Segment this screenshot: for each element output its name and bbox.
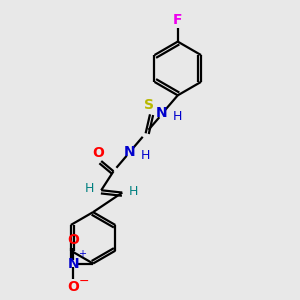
Text: H: H [141,149,150,162]
Text: H: H [129,184,138,198]
Text: H: H [173,110,182,123]
Text: H: H [85,182,94,195]
Text: N: N [68,256,79,271]
Text: −: − [79,275,89,288]
Text: O: O [92,146,104,160]
Text: N: N [124,145,135,159]
Text: O: O [67,280,79,294]
Text: +: + [78,249,86,259]
Text: S: S [143,98,154,112]
Text: N: N [156,106,167,120]
Text: O: O [67,233,79,247]
Text: F: F [173,13,182,27]
